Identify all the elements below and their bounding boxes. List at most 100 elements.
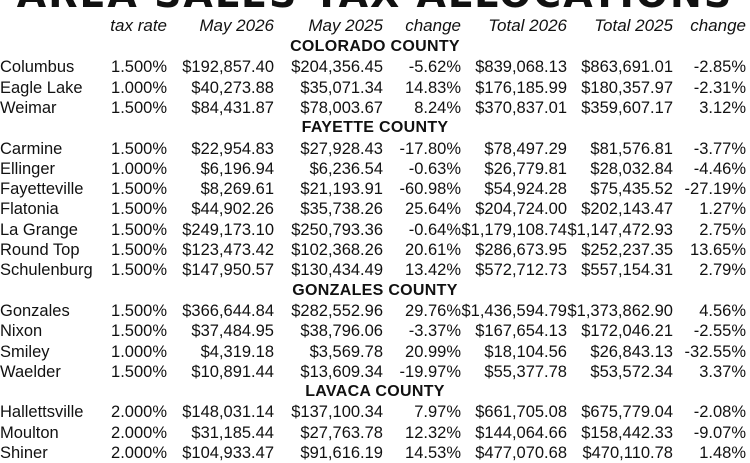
total-2025-cell: $180,357.97 — [581, 78, 673, 97]
total-2025-cell: $158,442.33 — [581, 423, 673, 442]
table-row: Smiley 1.000% $4,319.18 $3,569.78 20.99% $18,… — [0, 342, 750, 362]
city-cell: Fayetteville — [0, 180, 84, 199]
month-change-cell: 8.24% — [414, 98, 461, 117]
city-cell: Hallettsville — [0, 403, 84, 422]
page-title: AREA SALES TAX ALLOCATIONS — [0, 0, 750, 14]
month-change-cell: 25.64% — [405, 200, 461, 219]
table-row: Carmine 1.500% $22,954.83 $27,928.43 -17.80%… — [0, 139, 750, 159]
tax-rate-cell: 1.500% — [111, 98, 167, 117]
total-change-cell: 4.56% — [699, 301, 746, 320]
may-2025-cell: $21,193.91 — [300, 180, 383, 199]
table-row: La Grange 1.500% $249,173.10 $250,793.36 -0.… — [0, 220, 750, 240]
total-2025-cell: $202,143.47 — [581, 200, 673, 219]
total-2026-cell: $370,837.01 — [475, 98, 567, 117]
may-2025-cell: $137,100.34 — [291, 403, 383, 422]
total-2025-cell: $470,110.78 — [582, 444, 673, 462]
city-cell: Gonzales — [0, 301, 70, 320]
total-change-cell: 3.37% — [699, 362, 746, 381]
may-2025-cell: $250,793.36 — [291, 220, 383, 239]
may-2025-cell: $91,616.19 — [300, 444, 383, 462]
total-2026-cell: $286,673.95 — [475, 241, 567, 259]
month-change-cell: -17.80% — [399, 139, 461, 158]
table-row: Eagle Lake 1.000% $40,273.88 $35,071.34 14.8… — [0, 78, 750, 98]
may-2025-cell: $282,552.96 — [291, 301, 383, 320]
city-cell: Weimar — [0, 98, 57, 117]
tax-rate-cell: 1.500% — [111, 322, 167, 341]
may-2025-cell: $130,434.49 — [291, 261, 383, 280]
county-heading: FAYETTE COUNTY — [301, 119, 449, 137]
total-change-cell: 3.12% — [699, 98, 746, 117]
total-change-cell: -4.46% — [693, 159, 746, 178]
city-cell: Nixon — [0, 322, 43, 341]
may-2026-cell: $84,431.87 — [191, 98, 274, 117]
city-cell: Moulton — [0, 423, 59, 442]
total-2026-cell: $204,724.00 — [475, 200, 567, 219]
total-change-cell: 1.27% — [699, 200, 746, 219]
column-header-total-2025: Total 2025 — [594, 16, 673, 35]
tax-rate-cell: 1.000% — [111, 159, 167, 178]
table-row: Moulton 2.000% $31,185.44 $27,763.78 12.32% $… — [0, 423, 750, 443]
total-change-cell: -2.55% — [693, 322, 746, 341]
total-2025-cell: $75,435.52 — [590, 180, 673, 199]
may-2025-cell: $204,356.45 — [291, 58, 383, 77]
total-change-cell: 2.75% — [699, 220, 746, 239]
month-change-cell: -0.64% — [408, 220, 461, 239]
may-2025-cell: $27,928.43 — [300, 139, 383, 158]
city-cell: Columbus — [0, 58, 75, 77]
month-change-cell: -19.97% — [399, 362, 461, 381]
tax-rate-cell: 1.000% — [111, 342, 167, 361]
total-change-cell: 13.65% — [690, 241, 746, 259]
may-2025-cell: $38,796.06 — [300, 322, 383, 341]
city-cell: Carmine — [0, 139, 63, 158]
total-2026-cell: $18,104.56 — [484, 342, 567, 361]
total-2025-cell: $81,576.81 — [590, 139, 673, 158]
table-row: Waelder 1.500% $10,891.44 $13,609.34 -19.97%… — [0, 362, 750, 382]
table-row: Gonzales 1.500% $366,644.84 $282,552.96 29.7… — [0, 301, 750, 321]
month-change-cell: 20.99% — [405, 342, 461, 361]
total-2025-cell: $252,237.35 — [581, 241, 673, 259]
tax-rate-cell: 1.500% — [111, 58, 167, 77]
city-cell: Smiley — [0, 342, 50, 361]
may-2026-cell: $148,031.14 — [182, 403, 274, 422]
column-header-may-2026: May 2026 — [199, 16, 274, 35]
column-header-total-2026: Total 2026 — [488, 16, 567, 35]
total-2025-cell: $675,779.04 — [581, 403, 673, 422]
total-2025-cell: $53,572.34 — [590, 362, 673, 381]
may-2026-cell: $249,173.10 — [182, 220, 274, 239]
may-2026-cell: $147,950.57 — [182, 261, 274, 280]
total-change-cell: -32.55% — [684, 342, 746, 361]
tax-rate-cell: 2.000% — [111, 423, 167, 442]
total-2026-cell: $144,064.66 — [475, 423, 567, 442]
total-2026-cell: $176,185.99 — [475, 78, 567, 97]
county-heading: COLORADO COUNTY — [290, 38, 460, 55]
county-heading: GONZALES COUNTY — [292, 281, 458, 299]
may-2025-cell: $13,609.34 — [300, 362, 383, 381]
total-2026-cell: $839,068.13 — [475, 58, 567, 77]
may-2025-cell: $3,569.78 — [309, 342, 383, 361]
tax-rate-cell: 2.000% — [111, 444, 167, 462]
table-row: Shiner 2.000% $104,933.47 $91,616.19 14.53% $… — [0, 443, 750, 463]
tax-rate-cell: 1.500% — [111, 261, 167, 280]
table-row: Fayetteville 1.500% $8,269.61 $21,193.91 -60… — [0, 179, 750, 199]
tax-rate-cell: 2.000% — [111, 403, 167, 422]
tax-rate-cell: 1.500% — [111, 220, 167, 239]
city-cell: Ellinger — [0, 159, 56, 178]
total-2025-cell: $1,147,472.93 — [567, 220, 673, 239]
city-cell: La Grange — [0, 220, 78, 239]
month-change-cell: 29.76% — [405, 301, 461, 320]
total-change-cell: 2.79% — [699, 261, 746, 280]
total-2026-cell: $661,705.08 — [475, 403, 567, 422]
table-row: Flatonia 1.500% $44,902.26 $35,738.26 25.64%… — [0, 199, 750, 219]
month-change-cell: 20.61% — [405, 241, 461, 259]
tax-rate-cell: 1.500% — [111, 301, 167, 320]
tax-rate-cell: 1.500% — [111, 200, 167, 219]
may-2026-cell: $40,273.88 — [191, 78, 274, 97]
city-cell: Schulenburg — [0, 261, 93, 280]
may-2026-cell: $366,644.84 — [182, 301, 274, 320]
may-2026-cell: $10,891.44 — [191, 362, 274, 381]
total-2026-cell: $1,179,108.74 — [461, 220, 567, 239]
total-2025-cell: $1,373,862.90 — [567, 301, 673, 320]
may-2026-cell: $4,319.18 — [200, 342, 274, 361]
total-2026-cell: $167,654.13 — [475, 322, 567, 341]
total-2025-cell: $26,843.13 — [590, 342, 673, 361]
